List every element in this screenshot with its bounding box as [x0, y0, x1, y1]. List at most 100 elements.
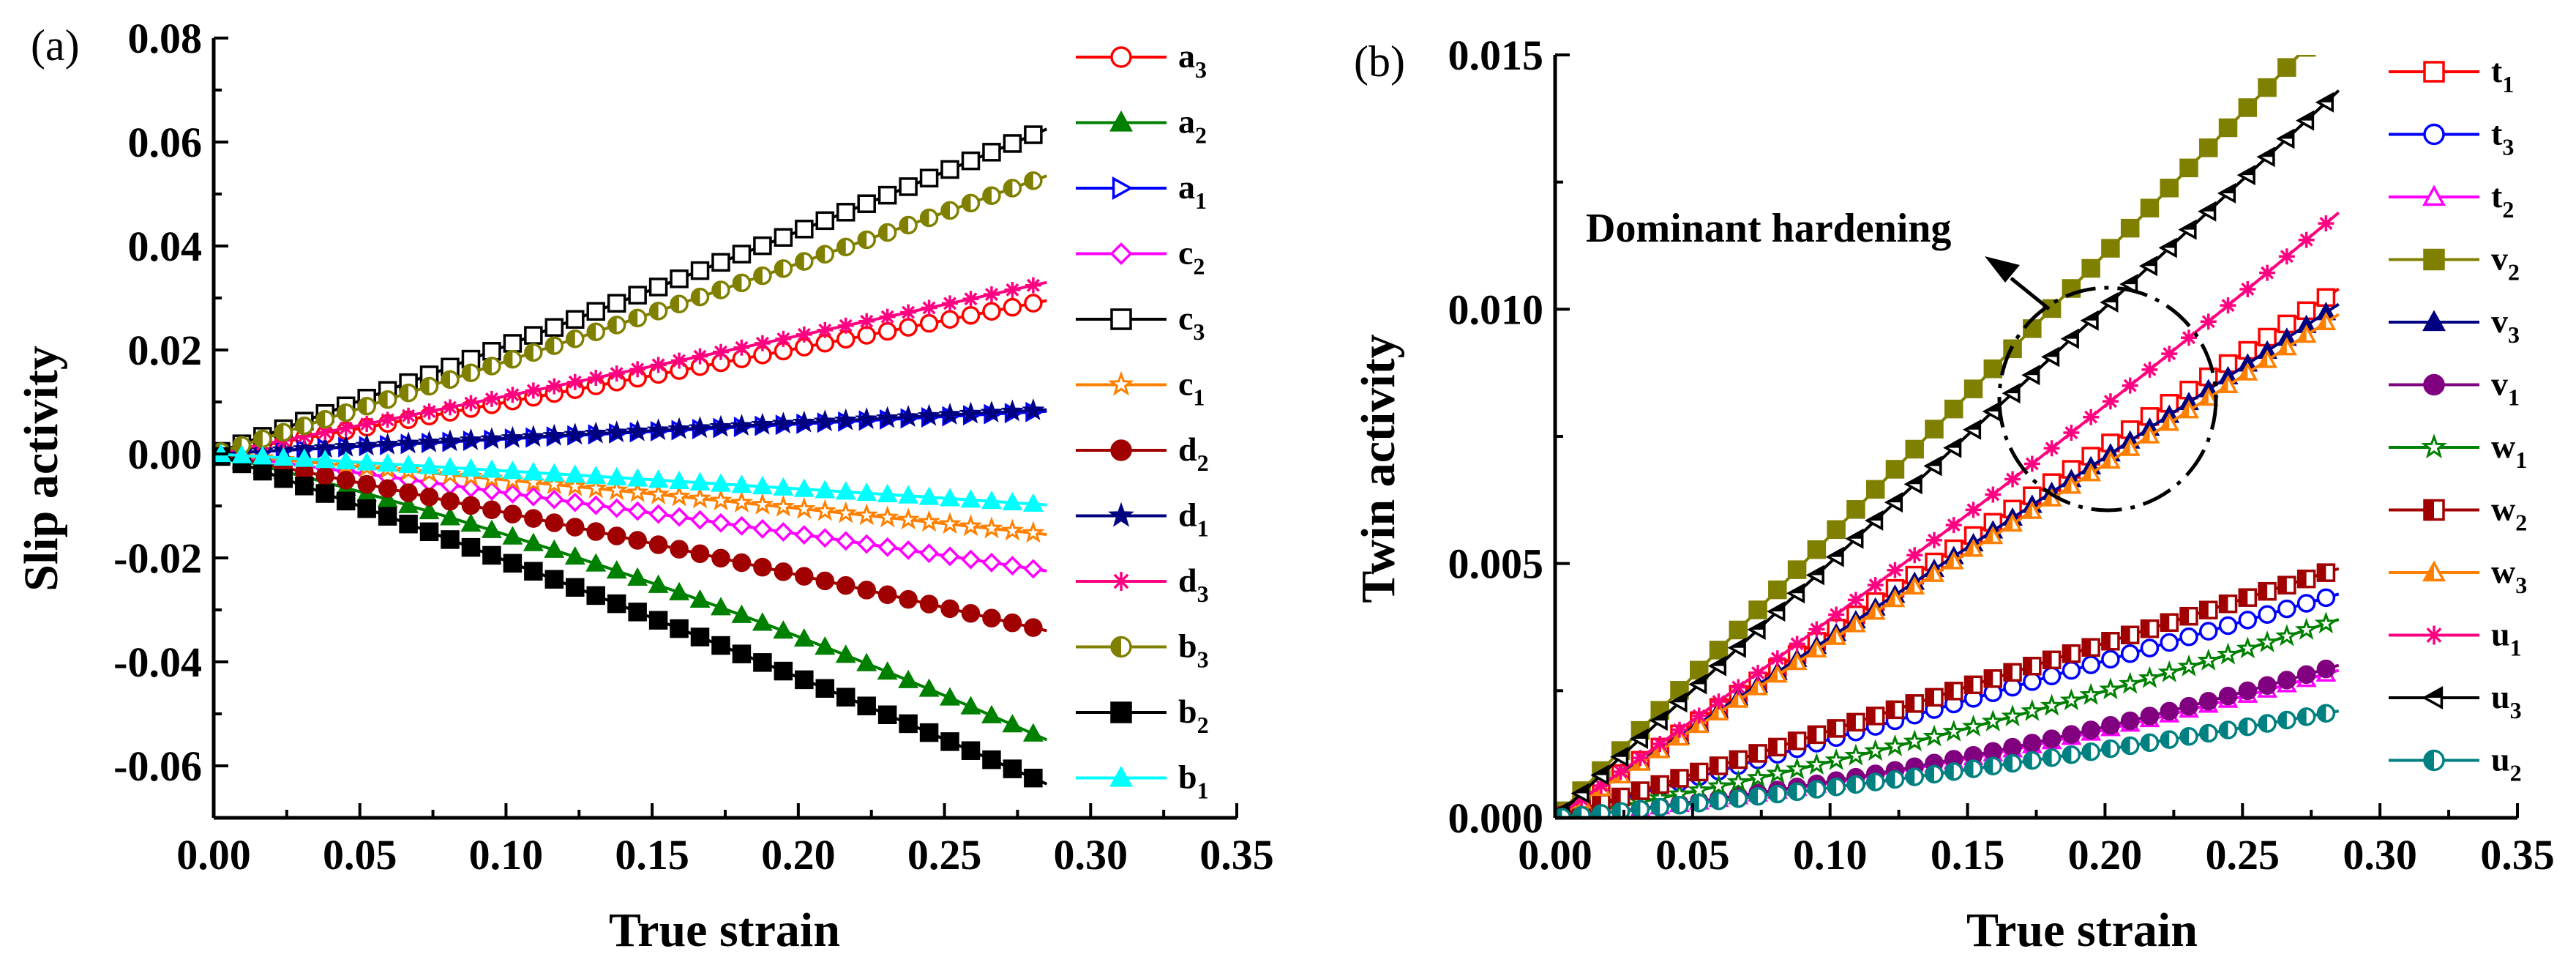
series-b2-point: [836, 688, 855, 707]
series-b1-point: [585, 465, 607, 485]
x-tick-label: 0.35: [2480, 831, 2555, 879]
series-w1-point: [2118, 671, 2142, 694]
series-v2-point: [1729, 620, 1748, 640]
series-d3-point: [1004, 281, 1021, 298]
series-b3-point-half: [379, 391, 388, 408]
series-b1-point: [648, 469, 669, 488]
series-b3-point-half: [692, 288, 700, 305]
series-w2-point-half: [1671, 770, 1680, 786]
series-b2-point: [982, 750, 1001, 770]
series-d2-point: [378, 479, 397, 498]
series-w2-point-half: [1828, 720, 1837, 737]
series-u1-point-stroke: [2123, 379, 2137, 392]
series-u1-point: [2161, 346, 2178, 362]
legend-marker: [2423, 373, 2445, 396]
series-w1-point: [2216, 642, 2240, 665]
series-u2-point-half: [1730, 790, 1739, 807]
series-d3-point-stroke: [568, 375, 582, 389]
series-d1-point: [959, 401, 983, 424]
series-w3-point-half: [2161, 414, 2170, 430]
series-b3-point-half: [671, 296, 680, 313]
series-u3-point-half: [1985, 403, 2000, 411]
series-c2-point: [711, 513, 731, 533]
series-c3-point: [899, 177, 918, 196]
series-d2-point: [670, 540, 689, 559]
series-c3-point: [836, 203, 855, 222]
legend-marker-half: [2425, 688, 2442, 698]
series-w2-point-half: [2122, 627, 2130, 644]
x-tick-label: 0.30: [2343, 831, 2417, 879]
series-b1-point: [523, 461, 544, 480]
series-d3-point-stroke: [797, 327, 811, 341]
legend-label-subscript: 3: [2515, 572, 2527, 598]
series-c1-point: [604, 478, 629, 501]
series-u1-point-stroke: [2319, 217, 2333, 231]
panel-a-plot-area: [214, 125, 1048, 788]
series-u2-point-half: [1632, 801, 1641, 818]
series-b2-point: [607, 594, 626, 614]
series-b2-point: [1024, 768, 1043, 788]
series-w2-point-half: [1867, 707, 1876, 724]
series-d2-point: [753, 557, 772, 577]
series-u1-point-stroke: [1830, 608, 1843, 622]
series-d3-point: [754, 335, 771, 351]
series-c3-point: [982, 143, 1001, 162]
series-d1-point: [688, 416, 712, 439]
series-b1-point: [856, 482, 877, 502]
series-u3-point-half: [2141, 258, 2157, 267]
series-b3-point-half: [817, 246, 825, 263]
series-a2-point: [940, 687, 961, 706]
series-c1-point: [709, 488, 733, 511]
series-a2-point: [981, 704, 1002, 723]
legend-marker: [1110, 46, 1132, 68]
series-d3-point: [483, 390, 500, 407]
series-c1-point: [688, 486, 712, 509]
series-u2-point-half: [1573, 807, 1582, 818]
legend-marker-stroke: [1113, 573, 1129, 589]
series-u1-point-stroke: [1927, 533, 1942, 547]
series-u3-point-half: [2180, 221, 2195, 230]
series-v2-point: [1865, 480, 1885, 499]
series-c3-point: [670, 269, 689, 288]
series-d3-point: [795, 326, 812, 343]
series-w3-point-half: [1945, 554, 1954, 568]
series-u1-point: [2318, 215, 2334, 232]
series-d3-point: [463, 395, 479, 411]
series-u1-point-stroke: [1770, 652, 1784, 666]
series-b2-point: [503, 554, 523, 573]
series-u1-point-stroke: [2299, 233, 2313, 247]
series-d3-point-stroke: [506, 388, 520, 402]
series-u1-point-stroke: [1966, 503, 1980, 517]
legend-marker: [1108, 370, 1134, 396]
series-b1-point: [898, 485, 919, 504]
series-u3-point-half: [2318, 94, 2333, 103]
series-u1-point-stroke: [2280, 250, 2294, 264]
series-b1-point: [481, 459, 502, 478]
y-tick-label: 0.08: [128, 15, 203, 62]
series-d3-point-stroke: [631, 362, 645, 376]
series-u1-point-stroke: [1633, 751, 1647, 765]
series-u2-point-half: [1847, 776, 1856, 793]
series-w1-point: [2059, 688, 2083, 711]
series-d3-point-stroke: [651, 358, 665, 372]
series-b3-point-half: [546, 338, 555, 354]
series-a3-point: [1024, 294, 1043, 313]
series-u1-point: [2278, 248, 2295, 265]
series-w2: [1555, 563, 2340, 818]
series-d1-point: [542, 423, 566, 446]
series-c3-point: [566, 310, 585, 329]
series-c1-point: [875, 505, 899, 528]
y-tick-label: 0.000: [1448, 794, 1544, 842]
series-d2-point: [357, 474, 376, 494]
series-u2-point-half: [1612, 803, 1621, 818]
series-u1-point-stroke: [2064, 426, 2078, 440]
series-u1-point: [2023, 455, 2040, 472]
series-d3-point: [1025, 277, 1041, 294]
series-u2-point-half: [1906, 768, 1915, 785]
series-d3-point: [712, 343, 729, 360]
series-u1-point-stroke: [1868, 578, 1882, 592]
series-w2-point-half: [2083, 639, 2092, 656]
series-w2-point-half: [1652, 776, 1660, 793]
series-u1-point: [2141, 361, 2158, 378]
